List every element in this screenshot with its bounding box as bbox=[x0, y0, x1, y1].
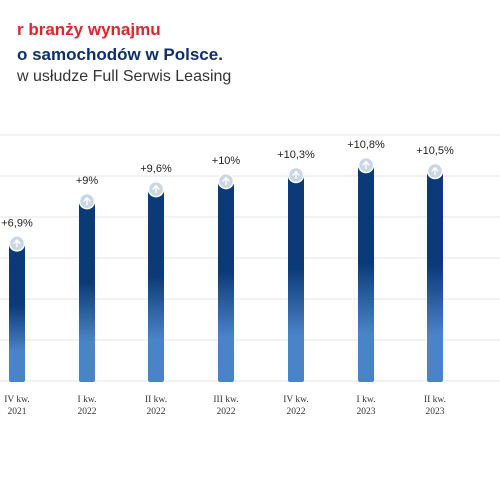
chart-title: r branży wynajmu o samochodów w Polsce. … bbox=[0, 0, 500, 95]
x-tick-label: II kw. bbox=[145, 395, 167, 405]
x-tick-label: IV kw. bbox=[4, 395, 30, 405]
grid-lines bbox=[0, 134, 500, 382]
data-label: +10,8% bbox=[347, 139, 385, 151]
x-tick-label-year: 2022 bbox=[147, 407, 166, 417]
title-line-2: o samochodów w Polsce. bbox=[17, 45, 223, 64]
arrow-up-circle-icon bbox=[147, 180, 165, 198]
bar bbox=[218, 181, 234, 382]
arrow-up-circle-icon bbox=[426, 162, 444, 180]
data-label: +9,6% bbox=[140, 163, 172, 175]
x-tick-label: IV kw. bbox=[283, 395, 309, 405]
x-tick-label: III kw. bbox=[213, 395, 238, 405]
x-tick-label: II kw. bbox=[424, 395, 446, 405]
bar bbox=[358, 165, 374, 382]
x-axis-tick-labels: IV kw. 2021 I kw. 2022 II kw. 2022 III kw. 2022… bbox=[4, 395, 446, 417]
x-tick-label-year: 2021 bbox=[8, 407, 27, 417]
x-tick-label: I kw. bbox=[78, 395, 97, 405]
x-tick-label-year: 2023 bbox=[357, 407, 376, 417]
bars bbox=[8, 156, 444, 382]
data-label: +10% bbox=[212, 155, 241, 167]
bar bbox=[148, 189, 164, 382]
data-labels: +6,9%+9%+9,6%+10%+10,3%+10,8%+10,5%+ bbox=[1, 139, 454, 229]
x-tick-label: I kw. bbox=[357, 395, 376, 405]
bar bbox=[288, 175, 304, 382]
x-tick-label-year: 2022 bbox=[217, 407, 236, 417]
bar bbox=[9, 243, 25, 382]
arrow-up-circle-icon bbox=[217, 172, 235, 190]
x-tick-label-year: 2022 bbox=[287, 407, 306, 417]
data-label: +10,5% bbox=[416, 145, 454, 157]
data-label: +10,3% bbox=[277, 149, 315, 161]
arrow-up-circle-icon bbox=[78, 192, 96, 210]
x-tick-label-year: 2022 bbox=[78, 407, 97, 417]
x-tick-label-year: 2023 bbox=[426, 407, 445, 417]
arrow-up-circle-icon bbox=[357, 156, 375, 174]
bar bbox=[427, 171, 443, 382]
title-line-1: r branży wynajmu bbox=[17, 20, 161, 39]
bar bbox=[79, 201, 95, 382]
title-line-3: w usłudze Full Serwis Leasing bbox=[17, 68, 232, 85]
data-label: +9% bbox=[76, 175, 99, 187]
data-label: +6,9% bbox=[1, 217, 33, 229]
arrow-up-circle-icon bbox=[287, 166, 305, 184]
arrow-up-circle-icon bbox=[8, 235, 26, 252]
